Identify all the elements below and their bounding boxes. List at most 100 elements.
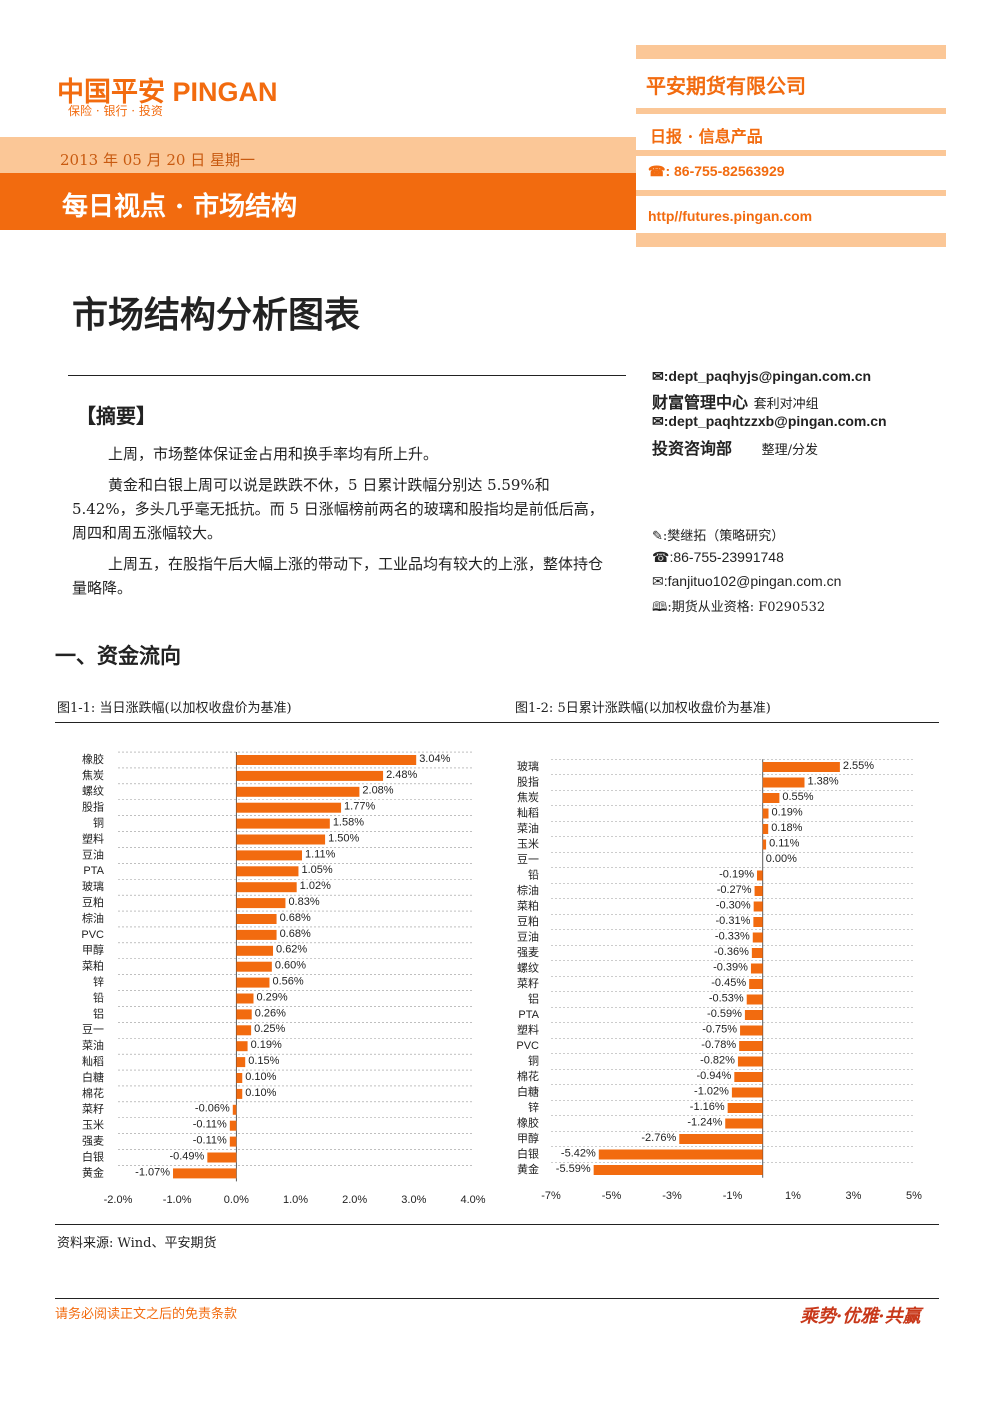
value-label: -0.45% [711, 977, 746, 989]
logo: 中国平安 PINGAN [57, 77, 278, 107]
category-label: 塑料 [517, 1022, 539, 1036]
category-label: 焦炭 [517, 791, 539, 804]
contact: ✉:fanjituo102@pingan.com.cn [652, 573, 842, 589]
contact: ✎:樊继拓（策略研究） [652, 529, 785, 544]
rule [55, 722, 939, 723]
date-band [0, 137, 636, 173]
category-label: 黄金 [82, 1165, 104, 1179]
box-sep [636, 150, 946, 156]
category-label: PTA [518, 1009, 539, 1021]
bar [750, 963, 763, 974]
bar [679, 1134, 763, 1144]
value-label: 0.25% [254, 1023, 285, 1035]
value-label: -0.78% [701, 1039, 736, 1051]
category-label: 豆油 [517, 929, 539, 943]
x-tick-label: -7% [541, 1190, 561, 1202]
x-tick-label: -1% [723, 1190, 743, 1202]
value-label: -0.27% [717, 884, 752, 896]
category-label: 菜油 [82, 1038, 104, 1052]
product: 日报 · 信息产品 [650, 127, 763, 146]
bar [236, 755, 417, 765]
category-label: 螺纹 [517, 960, 539, 974]
category-label: 股指 [517, 774, 539, 788]
category-label: PVC [516, 1040, 539, 1052]
value-label: 1.58% [333, 817, 364, 829]
contact-dept: 财富管理中心 [652, 393, 749, 412]
bar [236, 866, 299, 877]
value-label: 1.11% [305, 848, 336, 860]
bar [737, 1056, 763, 1067]
bar [236, 1025, 252, 1036]
category-label: 菜籽 [517, 977, 539, 990]
category-label: 铅 [528, 867, 539, 881]
category-label: 螺纹 [82, 784, 104, 798]
value-label: -1.16% [690, 1101, 725, 1113]
value-label: 0.18% [771, 822, 802, 834]
bar [236, 770, 384, 781]
value-label: -0.39% [713, 961, 748, 973]
rule [68, 375, 626, 376]
value-label: -0.36% [714, 946, 749, 958]
value-label: 0.68% [280, 928, 311, 940]
bar [734, 1072, 763, 1082]
paragraph: 黄金和白银上周可以说是跌跌不休，5 日累计跌幅分别达 5.59%和 5.42%，… [72, 476, 604, 542]
box-bottom [636, 233, 946, 247]
category-label: 强麦 [82, 1135, 104, 1148]
value-label: 0.62% [276, 944, 307, 956]
value-label: -0.59% [707, 1008, 742, 1020]
bar [236, 914, 277, 924]
category-label: 焦炭 [82, 769, 104, 782]
figure-caption: 图1-2: 5日累计涨跌幅(以加权收盘价为基准) [515, 701, 771, 716]
bar [593, 1165, 763, 1175]
bar [727, 1103, 763, 1113]
category-label: 白银 [517, 1146, 539, 1160]
category-label: 塑料 [82, 831, 104, 845]
category-label: 玉米 [517, 837, 539, 850]
category-label: 菜粕 [82, 959, 104, 973]
value-label: -0.94% [696, 1070, 731, 1082]
title-band [0, 173, 636, 230]
contact: 投资咨询部 整理/分发 [652, 435, 818, 459]
slogan: 乘势·优雅·共赢 [800, 1306, 921, 1327]
phone: ☎: 86-755-82563929 [648, 163, 785, 179]
bar [762, 808, 769, 819]
value-label: 0.11% [769, 837, 800, 849]
value-label: 0.15% [248, 1055, 279, 1067]
category-label: 铝 [93, 1006, 104, 1020]
value-label: -0.11% [193, 1119, 227, 1131]
bar [731, 1087, 763, 1098]
category-label: 籼稻 [82, 1055, 104, 1068]
box-sep [636, 190, 946, 196]
bar [744, 1010, 763, 1020]
category-label: 棉花 [82, 1086, 104, 1100]
bar [236, 1057, 246, 1068]
bar [236, 818, 330, 829]
paragraph: 上周五，在股指午后大幅上涨的带动下，工业品均有较大的上涨，整体持仓量略降。 [72, 555, 604, 597]
bar [752, 932, 763, 943]
source: 资料来源: Wind、平安期货 [57, 1236, 217, 1251]
x-tick-label: 4.0% [460, 1194, 485, 1206]
category-label: 籼稻 [517, 806, 539, 819]
x-tick-label: -3% [662, 1190, 682, 1202]
value-label: 0.26% [255, 1007, 286, 1019]
value-label: 0.68% [280, 912, 311, 924]
value-label: 1.50% [328, 832, 359, 844]
bar [236, 882, 297, 893]
value-label: -0.19% [719, 868, 754, 880]
category-label: 甲醇 [82, 943, 104, 957]
bar [236, 850, 303, 861]
value-label: 0.10% [245, 1071, 276, 1083]
bar [749, 979, 763, 989]
category-label: 白糖 [517, 1084, 539, 1098]
box-sep [636, 108, 946, 114]
category-label: 棕油 [82, 911, 104, 925]
bar [229, 1120, 237, 1131]
bar [236, 977, 270, 988]
category-label: 玉米 [82, 1119, 104, 1132]
column-title: 每日视点 · 市场结构 [62, 192, 298, 222]
value-label: -0.82% [700, 1054, 735, 1066]
bar [236, 898, 286, 909]
value-label: 1.05% [301, 864, 332, 876]
category-label: PVC [81, 929, 104, 941]
